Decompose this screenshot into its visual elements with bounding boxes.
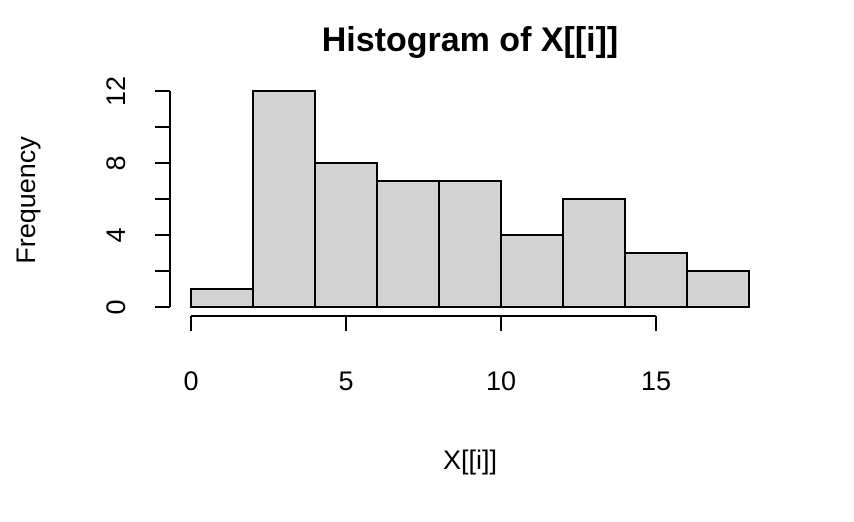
chart-title: Histogram of X[[i]] [322, 21, 619, 59]
x-tick-label: 10 [486, 366, 516, 396]
x-tick-label: 0 [183, 366, 198, 396]
y-tick-label: 12 [101, 76, 131, 106]
x-tick-label: 5 [338, 366, 353, 396]
x-tick-label: 15 [641, 366, 671, 396]
bar [562, 198, 626, 308]
bar [686, 270, 750, 308]
y-tick-label: 4 [101, 227, 131, 242]
bar [500, 234, 564, 308]
bar [252, 90, 316, 308]
bar [376, 180, 440, 308]
bar [314, 162, 378, 308]
bar [190, 288, 254, 308]
y-tick-label: 0 [101, 299, 131, 314]
x-axis-title: X[[i]] [443, 445, 497, 475]
bar [624, 252, 688, 308]
y-axis-title: Frequency [11, 136, 41, 264]
bar [438, 180, 502, 308]
y-tick-label: 8 [101, 155, 131, 170]
